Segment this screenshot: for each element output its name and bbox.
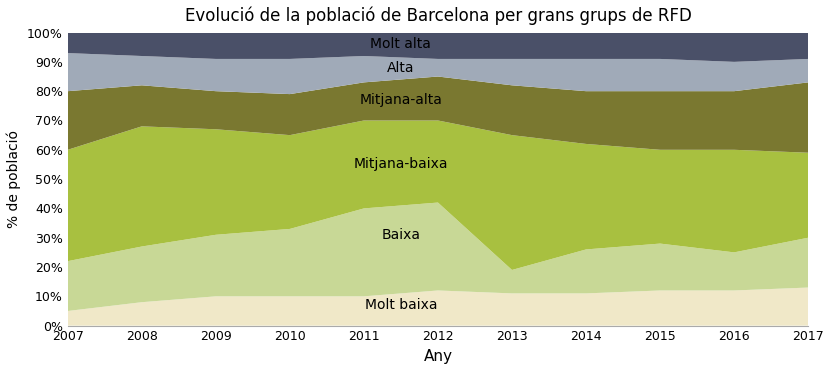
X-axis label: Any: Any [424, 349, 452, 364]
Text: Mitjana-baixa: Mitjana-baixa [354, 157, 448, 171]
Title: Evolució de la població de Barcelona per grans grups de RFD: Evolució de la població de Barcelona per… [184, 7, 691, 26]
Text: Baixa: Baixa [381, 228, 420, 242]
Y-axis label: % de població: % de població [7, 130, 22, 228]
Text: Molt alta: Molt alta [371, 37, 431, 51]
Text: Molt baixa: Molt baixa [365, 298, 437, 312]
Text: Alta: Alta [387, 61, 415, 75]
Text: Mitjana-alta: Mitjana-alta [360, 93, 442, 107]
